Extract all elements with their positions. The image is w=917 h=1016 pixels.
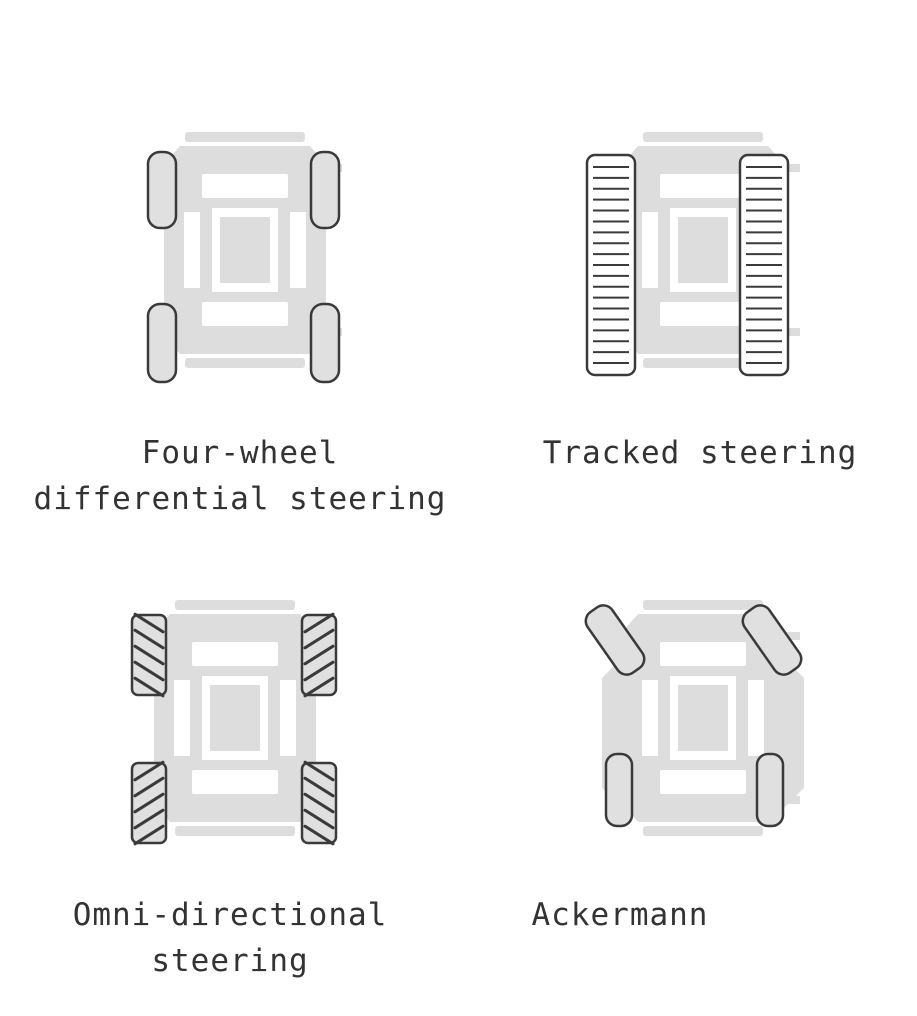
bottom-slot [202, 302, 288, 326]
ackermann-robot-illustration [584, 600, 804, 836]
chassis [602, 600, 804, 836]
center-plate [210, 685, 260, 751]
rear-bumper [185, 358, 305, 368]
bottom-slot [660, 770, 746, 794]
center-plate [678, 217, 728, 283]
mecanum-wheel-front-left [130, 612, 168, 698]
top-slot [660, 642, 746, 666]
mecanum-roller [133, 660, 165, 682]
wheel-rear-right [309, 302, 341, 384]
tracked-robot-illustration [585, 132, 800, 377]
wheel-front-left-steered [584, 604, 646, 676]
axle-front-right [780, 632, 800, 640]
mecanum-roller [303, 676, 335, 698]
bottom-slot [192, 770, 278, 794]
mecanum-roller [133, 808, 165, 830]
side-slot-right [290, 212, 306, 288]
mecanum-roller [303, 660, 335, 682]
track-left [585, 153, 637, 377]
rear-bumper [175, 826, 295, 836]
front-bumper [175, 600, 295, 610]
wheel-rear-left [604, 752, 634, 828]
axle-rear-right [780, 328, 800, 336]
mecanum-roller [303, 628, 335, 650]
wheel-front-left [146, 150, 178, 230]
rear-bumper [643, 358, 763, 368]
chassis [138, 600, 332, 836]
center-plate [678, 685, 728, 751]
wheel-rear-left [146, 302, 178, 384]
caption-line: differential steering [33, 481, 447, 517]
caption-line: Omni-directional [72, 897, 388, 933]
mecanum-roller [303, 644, 335, 666]
mecanum-roller [133, 824, 165, 846]
mecanum-roller [303, 760, 335, 782]
mecanum-roller [303, 792, 335, 814]
front-bumper [643, 600, 763, 610]
side-slot-left [642, 212, 658, 288]
wheels [146, 150, 341, 384]
mecanum-wheel-rear-right [300, 760, 338, 846]
side-fairing-right [784, 658, 804, 808]
mecanum-roller [133, 612, 165, 634]
mecanum-wheel-rear-left [130, 760, 168, 846]
omni-robot-illustration [130, 600, 338, 846]
ackermann-wheels [584, 604, 803, 828]
bottom-slot [660, 302, 746, 326]
caption-omni: Omni-directional steering [20, 892, 440, 984]
caption-line: Ackermann [531, 897, 709, 933]
panel-tracked: Tracked steering [460, 0, 917, 520]
mecanum-roller [133, 792, 165, 814]
caption-ackermann: Ackermann [460, 892, 780, 938]
wheel-front-right [309, 150, 341, 230]
mecanum-roller [133, 776, 165, 798]
tracks [585, 153, 790, 377]
mecanum-roller [303, 612, 335, 634]
panel-omni: Omni-directional steering [0, 520, 460, 1016]
wheel-front-right-steered [741, 604, 803, 676]
track-right [738, 153, 790, 377]
mecanum-roller [133, 644, 165, 666]
caption-four-wheel: Four-wheel differential steering [20, 430, 460, 522]
mecanum-roller [133, 760, 165, 782]
caption-line: steering [151, 943, 309, 979]
side-slot-right [748, 680, 764, 756]
top-slot [660, 174, 746, 198]
mecanum-roller [303, 824, 335, 846]
four-wheel-robot-illustration [146, 132, 342, 384]
mecanum-wheel-front-right [300, 612, 338, 698]
front-bumper [643, 132, 763, 142]
wheel-rear-right [755, 752, 785, 828]
caption-line: Tracked steering [542, 435, 858, 471]
panel-four-wheel: Four-wheel differential steering [0, 0, 460, 520]
side-slot-left [174, 680, 190, 756]
caption-tracked: Tracked steering [500, 430, 900, 476]
side-slot-left [642, 680, 658, 756]
front-bumper [185, 132, 305, 142]
axle-front-right [780, 164, 800, 172]
side-slot-left [184, 212, 200, 288]
center-plate [220, 217, 270, 283]
rear-bumper [643, 826, 763, 836]
mecanum-wheels [130, 612, 338, 846]
mecanum-roller [133, 676, 165, 698]
mecanum-roller [133, 628, 165, 650]
side-slot-right [280, 680, 296, 756]
panel-ackermann: Ackermann [460, 520, 917, 1016]
mecanum-roller [303, 776, 335, 798]
top-slot [202, 174, 288, 198]
caption-line: Four-wheel [141, 435, 339, 471]
top-slot [192, 642, 278, 666]
mecanum-roller [303, 808, 335, 830]
